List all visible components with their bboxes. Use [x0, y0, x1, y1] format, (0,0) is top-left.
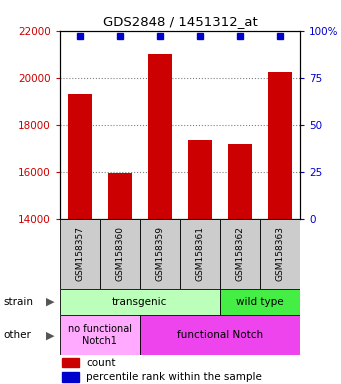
Title: GDS2848 / 1451312_at: GDS2848 / 1451312_at [103, 15, 257, 28]
Text: no functional
Notch1: no functional Notch1 [68, 324, 132, 346]
Text: GSM158362: GSM158362 [236, 227, 244, 281]
Text: ▶: ▶ [46, 330, 55, 340]
Text: GSM158359: GSM158359 [155, 226, 164, 281]
Bar [228, 144, 252, 219]
Text: count: count [86, 358, 116, 368]
FancyBboxPatch shape [60, 315, 140, 355]
FancyBboxPatch shape [140, 219, 180, 289]
FancyBboxPatch shape [60, 289, 220, 315]
Text: functional Notch: functional Notch [177, 330, 263, 340]
FancyBboxPatch shape [260, 219, 300, 289]
Bar [268, 72, 292, 219]
Text: GSM158361: GSM158361 [195, 226, 204, 281]
Bar [62, 372, 79, 382]
FancyBboxPatch shape [100, 219, 140, 289]
Bar [188, 140, 212, 219]
FancyBboxPatch shape [220, 289, 300, 315]
Bar [68, 94, 92, 219]
Text: GSM158360: GSM158360 [115, 226, 124, 281]
FancyBboxPatch shape [180, 219, 220, 289]
Bar [148, 54, 172, 219]
FancyBboxPatch shape [220, 219, 260, 289]
Text: percentile rank within the sample: percentile rank within the sample [86, 372, 262, 382]
Text: wild type: wild type [236, 297, 284, 307]
FancyBboxPatch shape [140, 315, 300, 355]
Text: GSM158357: GSM158357 [75, 226, 84, 281]
Text: other: other [3, 330, 31, 340]
Text: GSM158363: GSM158363 [276, 226, 284, 281]
FancyBboxPatch shape [60, 219, 100, 289]
Text: ▶: ▶ [46, 297, 55, 307]
Text: transgenic: transgenic [112, 297, 167, 307]
Text: strain: strain [3, 297, 33, 307]
Bar [62, 358, 79, 367]
Bar [108, 173, 132, 219]
